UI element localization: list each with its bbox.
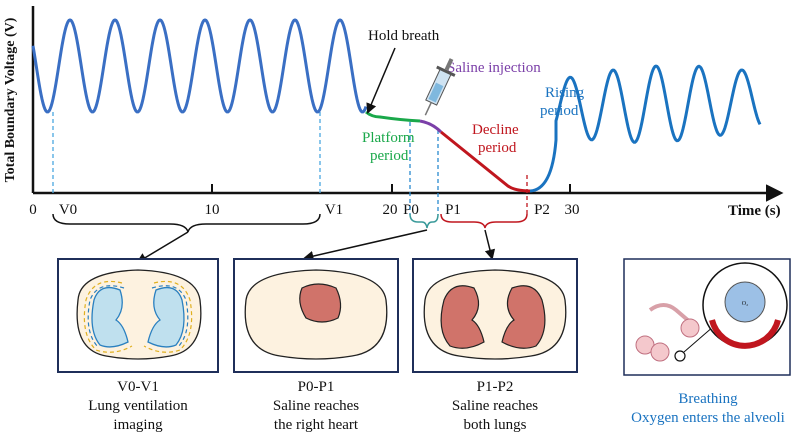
tick-marks [211,184,571,193]
caption: Lung ventilation [88,398,188,414]
tick-label: 30 [565,202,580,218]
ventilation-outline [83,280,193,353]
brace [440,213,528,229]
point-label: V1 [325,202,343,218]
tick-label: 0 [29,202,37,218]
caption: Oxygen enters the alveoli [631,410,785,426]
syringe-icon [424,58,456,116]
injection-curve [419,119,443,134]
annotation: period [540,103,579,119]
point-label: P1 [445,202,461,218]
decline-curve [440,130,531,193]
platform-curve [365,110,421,123]
annotation: Platform [362,130,415,146]
caption: Breathing [678,391,738,407]
caption: the right heart [274,417,359,433]
arrows [136,229,496,264]
annotation: Saline injection [447,60,541,76]
lung [440,285,485,349]
caption: P1-P2 [477,379,514,395]
arrow [366,47,396,114]
brace [52,213,321,233]
lung [501,285,546,349]
lung [147,286,185,348]
tick-label: 20 [383,202,398,218]
caption: P0-P1 [298,379,335,395]
x-axis-label: Time (s) [728,203,781,219]
rising-curve [529,64,762,193]
icon-label: O₂ [742,301,748,307]
alveoli-icon [635,262,788,362]
point-label: V0 [59,202,77,218]
caption: V0-V1 [117,379,159,395]
caption: imaging [113,417,163,433]
annotation: period [478,140,517,156]
annotation: Rising [545,85,585,101]
breathing-curve [31,18,368,114]
caption: both lungs [464,417,527,433]
y-axis-label: Total Boundary Voltage (V) [3,17,18,182]
annotation: Hold breath [368,28,440,44]
guide-lines [52,112,528,215]
tick-label: 10 [205,202,220,218]
point-label: P0 [403,202,419,218]
lung [91,286,129,348]
heart [299,283,342,323]
point-label: P2 [534,202,550,218]
annotation: period [370,148,409,164]
caption: Saline reaches [273,398,359,414]
annotation: Decline [472,122,519,138]
brace [409,213,439,229]
caption: Saline reaches [452,398,538,414]
